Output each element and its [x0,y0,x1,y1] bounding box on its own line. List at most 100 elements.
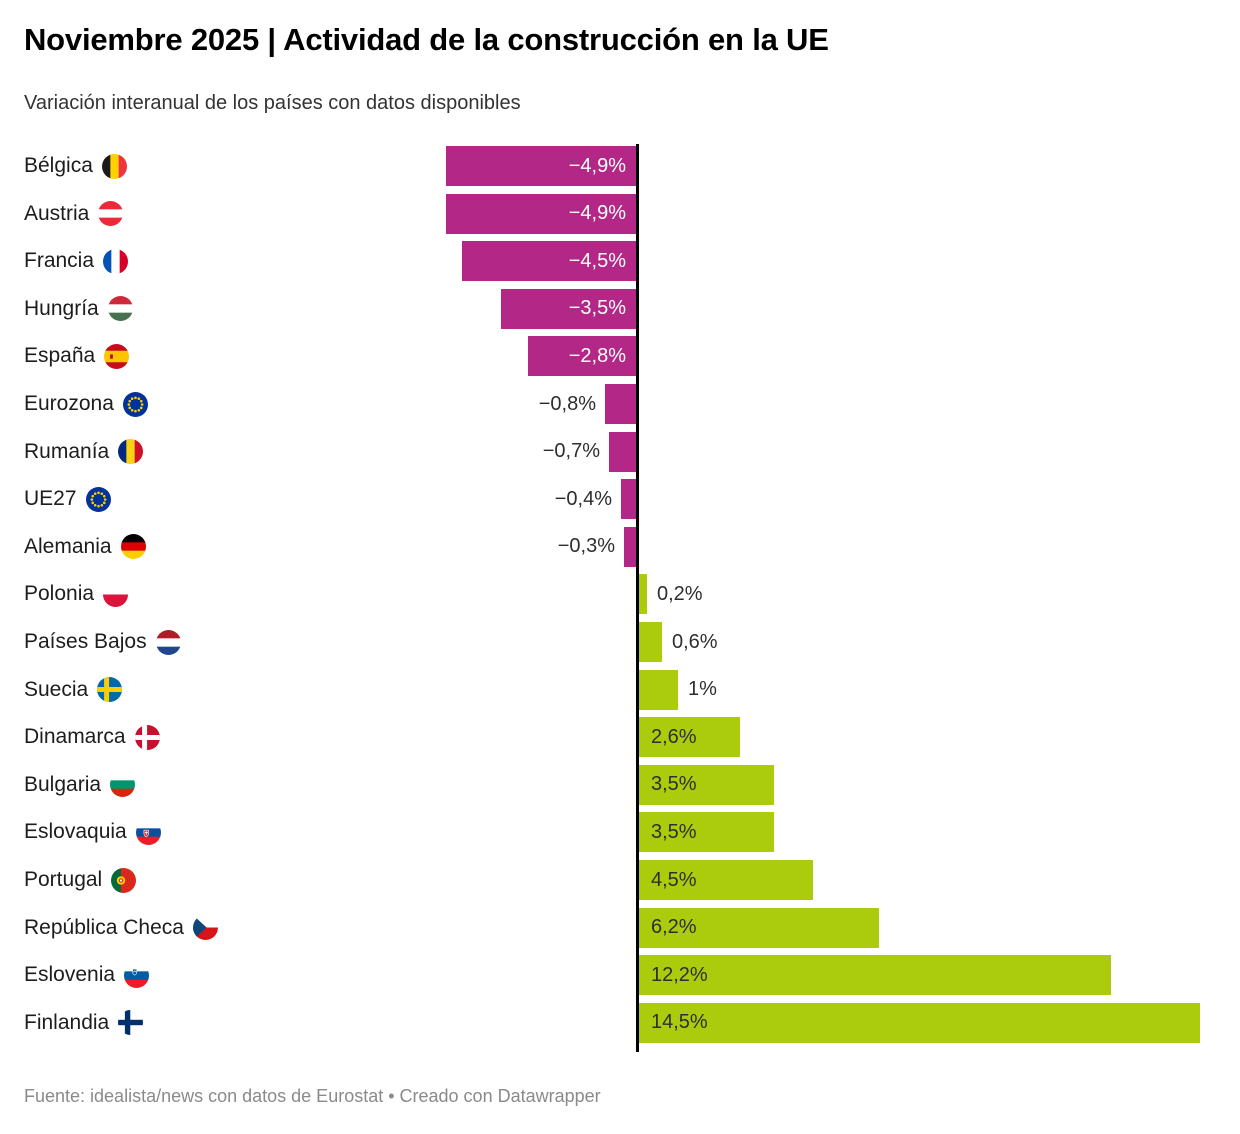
value-bar [639,1002,1200,1043]
value-bar [605,384,636,424]
country-label: Suecia [24,670,123,710]
country-label: Bulgaria [24,765,136,805]
value-label: 0,6% [672,630,718,653]
value-bar [609,431,636,472]
country-name: Bulgaria [24,772,102,796]
country-name: UE27 [24,487,77,511]
country-name: España [24,344,96,368]
flag-denmark-icon [134,724,160,750]
flag-portugal-icon [111,867,137,893]
chart-subtitle: Variación interanual de los países con d… [24,92,521,114]
country-name: Bélgica [24,154,93,177]
value-label: 2,6% [651,725,697,748]
flag-romania-icon [118,439,144,465]
value-bar [639,955,1111,996]
country-label: España [24,336,130,376]
country-label: Alemania [24,527,146,567]
country-name: Eslovenia [24,963,116,987]
flag-slovakia-icon [135,819,161,845]
value-label: −4,5% [568,249,626,272]
value-label: −0,8% [538,392,596,415]
value-label: 3,5% [651,773,697,796]
country-label: Rumanía [24,432,144,472]
flag-germany-icon [120,534,146,560]
flag-eu-icon [122,391,148,417]
country-name: Eslovaquia [24,820,127,844]
flag-netherlands-icon [155,629,181,655]
value-label: −0,3% [557,535,615,558]
value-label: 4,5% [651,868,697,891]
value-bar [639,812,774,853]
country-name: Dinamarca [24,725,126,749]
value-bar [624,526,636,567]
value-label: 14,5% [651,1011,708,1034]
country-label: Eslovenia [24,955,150,995]
value-bar [621,479,636,520]
flag-hungary-icon [107,296,133,322]
value-bar [501,288,636,329]
value-bar [639,907,879,948]
flag-eu-icon [85,486,111,512]
country-name: Países Bajos [24,630,147,653]
value-bar [639,622,662,662]
country-name: Polonia [24,582,95,606]
value-bar [639,860,813,900]
country-label: Eslovaquia [24,812,161,852]
flag-czechia-icon [192,915,218,941]
country-label: Bélgica [24,146,127,186]
zero-axis-line [636,144,639,1053]
value-label: −4,9% [568,154,626,177]
value-bar [462,241,636,282]
country-name: Hungría [24,296,99,320]
country-name: Alemania [24,534,112,558]
country-label: Austria [24,194,124,234]
value-label: −4,9% [568,202,626,225]
value-bar [639,574,647,615]
country-label: Dinamarca [24,717,160,757]
value-label: 12,2% [651,963,708,986]
country-name: Francia [24,249,95,273]
country-name: Rumanía [24,439,110,463]
value-label: 0,2% [657,582,703,605]
country-name: Austria [24,201,90,225]
country-name: Finlandia [24,1010,110,1034]
country-name: Portugal [24,868,103,891]
country-name: Eurozona [24,392,114,415]
flag-belgium-icon [101,153,127,179]
value-bar [446,146,636,186]
country-name: República Checa [24,915,184,939]
value-label: −2,8% [568,344,626,367]
value-bar [639,669,678,710]
value-label: 3,5% [651,820,697,843]
value-bar [446,193,636,234]
flag-spain-icon [104,343,130,369]
value-label: −0,7% [542,440,600,463]
country-label: Portugal [24,860,137,900]
value-label: 6,2% [651,916,697,939]
country-label: UE27 [24,479,111,519]
country-label: Francia [24,241,129,281]
value-label: −3,5% [568,297,626,320]
country-label: Polonia [24,574,129,614]
chart-title: Noviembre 2025 | Actividad de la constru… [24,22,829,57]
value-bar [639,717,740,758]
country-label: Finlandia [24,1003,144,1043]
flag-finland-icon [118,1010,144,1036]
country-name: Suecia [24,677,89,701]
flag-austria-icon [98,201,124,227]
country-label: Países Bajos [24,622,181,662]
flag-france-icon [103,248,129,274]
value-bar [639,764,774,805]
value-bar [528,336,636,377]
flag-poland-icon [103,581,129,607]
flag-sweden-icon [97,677,123,703]
value-label: −0,4% [554,487,612,510]
country-label: Hungría [24,289,133,329]
country-label: República Checa [24,908,218,948]
flag-bulgaria-icon [110,772,136,798]
source-footer: Fuente: idealista/news con datos de Euro… [24,1086,601,1106]
value-label: 1% [688,678,717,701]
flag-slovenia-icon [124,962,150,988]
